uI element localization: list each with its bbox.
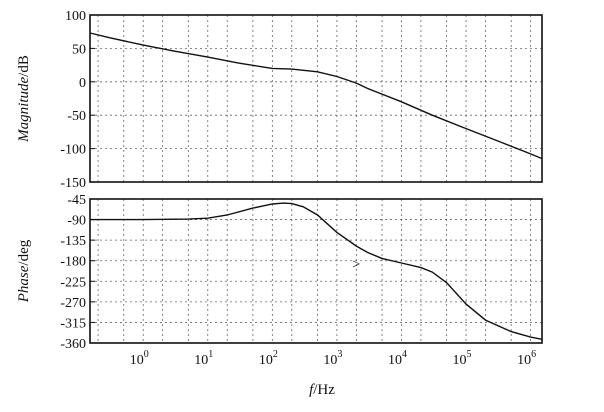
x-tick-base: 10	[453, 353, 467, 368]
x-tick-exponent: 6	[531, 349, 536, 360]
magnitude-y-ticks: 100 50 0 -50 -100 -150	[60, 9, 95, 191]
x-tick-exponent: 1	[208, 349, 213, 360]
phase-y-axis-label: Phase/deg	[16, 239, 32, 303]
magnitude-y-axis-label: Magnitude/dB	[16, 55, 32, 143]
y-tick-label: -45	[67, 193, 86, 208]
x-tick-exponent: 2	[273, 349, 278, 360]
y-tick-label: -150	[60, 176, 86, 191]
magnitude-grid	[90, 15, 542, 182]
phase-y-ticks: -45 -90 -135 -180 -225 -270 -315 -360	[60, 193, 95, 352]
x-tick-label: 104	[388, 349, 407, 368]
y-tick-label: 0	[79, 76, 86, 91]
magnitude-frame	[89, 14, 543, 183]
y-label-unit: /dB	[16, 55, 32, 77]
y-label-unit: /deg	[16, 239, 32, 265]
x-tick-labels: 100 101 102 103 104 105 106	[130, 349, 536, 368]
y-tick-label: 100	[65, 9, 86, 24]
x-tick-base: 10	[388, 353, 402, 368]
y-tick-label: -315	[60, 316, 86, 331]
y-tick-label: -90	[67, 214, 86, 229]
y-tick-label: -270	[60, 296, 86, 311]
x-tick-exponent: 5	[467, 349, 472, 360]
x-tick-exponent: 4	[402, 349, 407, 360]
x-tick-base: 10	[259, 353, 273, 368]
x-axis-label: f/Hz	[309, 382, 335, 398]
x-tick-base: 10	[517, 353, 531, 368]
x-tick-label: 103	[323, 349, 342, 368]
y-tick-label: -50	[67, 109, 86, 124]
x-tick-base: 10	[323, 353, 337, 368]
phase-frame	[89, 198, 543, 344]
x-tick-label: 102	[259, 349, 278, 368]
magnitude-curve	[89, 32, 543, 160]
x-tick-base: 10	[130, 353, 144, 368]
x-tick-label: 101	[194, 349, 213, 368]
x-label-quantity: f	[309, 382, 315, 398]
x-tick-label: 105	[453, 349, 472, 368]
y-label-quantity: Magnitude	[16, 77, 32, 143]
y-tick-label: -135	[60, 234, 86, 249]
y-tick-label: 50	[72, 42, 86, 57]
phase-grid	[90, 199, 542, 343]
y-tick-label: -360	[60, 337, 86, 352]
y-tick-label: -100	[60, 143, 86, 158]
y-tick-label: -225	[60, 275, 86, 290]
x-tick-label: 100	[130, 349, 149, 368]
phase-annotation-arrow: >	[352, 258, 360, 273]
x-tick-exponent: 0	[144, 349, 149, 360]
x-tick-exponent: 3	[337, 349, 342, 360]
y-tick-label: -180	[60, 255, 86, 270]
phase-curve	[90, 202, 543, 340]
phase-panel: -45 -90 -135 -180 -225 -270 -315 -360 Phase/deg…	[16, 193, 543, 352]
x-label-unit: /Hz	[313, 382, 335, 398]
x-tick-label: 106	[517, 349, 536, 368]
y-label-quantity: Phase	[16, 265, 32, 303]
magnitude-panel: 100 50 0 -50 -100 -150 Magnitude/dB	[16, 9, 543, 191]
x-tick-base: 10	[194, 353, 208, 368]
